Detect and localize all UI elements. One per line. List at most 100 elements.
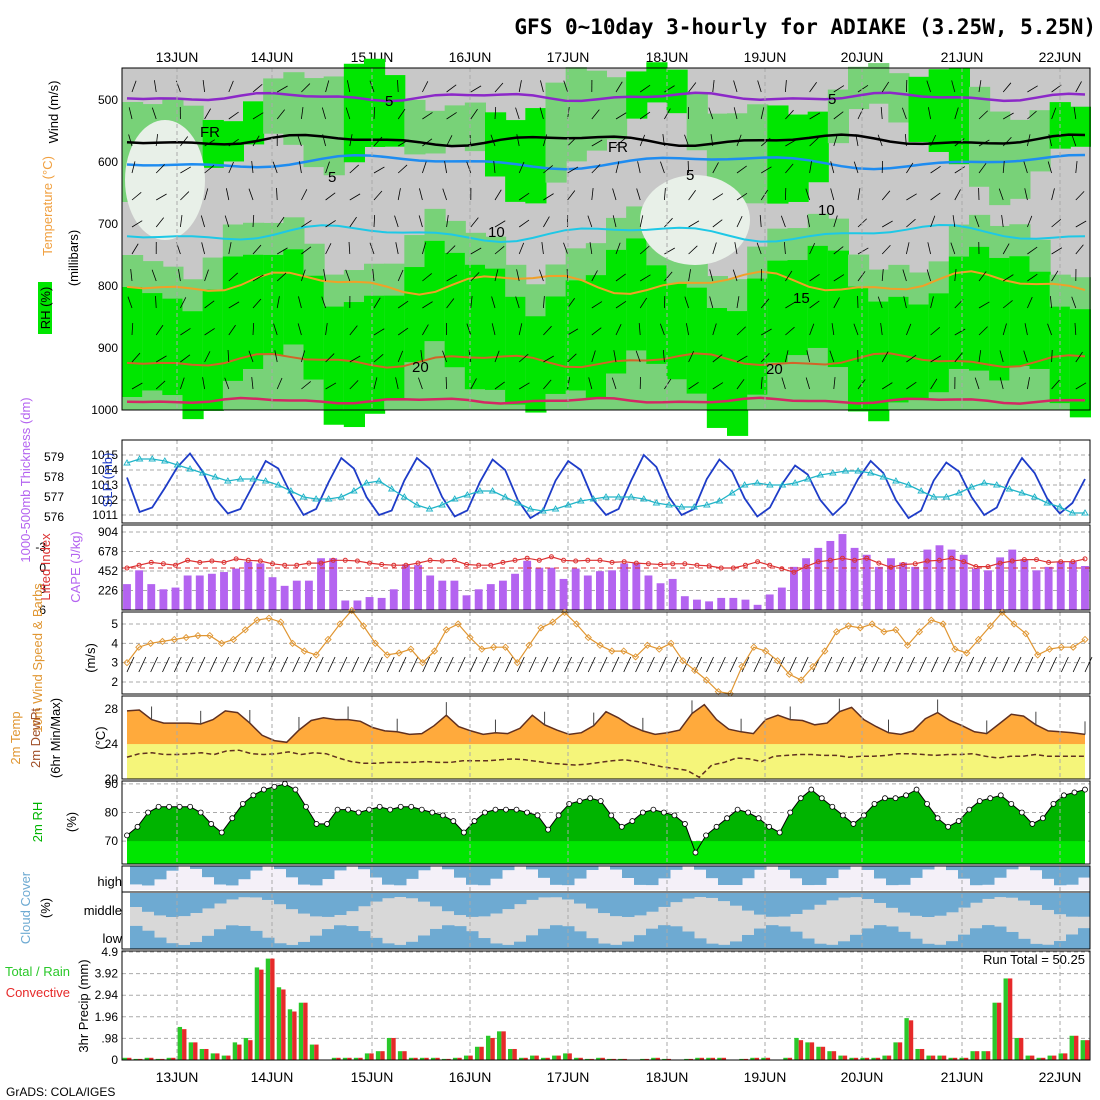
thickness-marker xyxy=(400,493,409,500)
wind-barb xyxy=(470,378,477,390)
wind-barb xyxy=(180,191,190,201)
precip-total-bar xyxy=(474,1046,480,1060)
precip-total-bar xyxy=(959,1057,964,1060)
rh-marker xyxy=(882,795,888,802)
wind-barb xyxy=(470,247,482,255)
precip-conv-bar xyxy=(1085,1040,1090,1060)
temperature-label: Temperature (°C) xyxy=(40,156,55,256)
surface-wind-barb xyxy=(824,656,833,673)
wind-marker xyxy=(821,647,829,655)
wind-barb xyxy=(926,269,931,282)
surface-wind-barb xyxy=(1084,656,1093,673)
surface-wind-barb xyxy=(1037,656,1046,673)
wind-barb xyxy=(301,381,311,390)
rh-upper-cell xyxy=(525,108,547,204)
rh-marker xyxy=(913,786,920,793)
surface-wind-barb xyxy=(990,656,998,673)
cape-bar xyxy=(996,557,1005,610)
wind-marker xyxy=(229,635,238,644)
wind-barb xyxy=(1075,244,1084,255)
freezing-level xyxy=(126,133,1086,148)
wind-barb xyxy=(611,377,617,390)
cape-bar xyxy=(1020,559,1029,610)
rh-high-cell xyxy=(303,275,325,380)
cape-bar xyxy=(135,570,144,610)
cloud-high-cell xyxy=(238,866,251,880)
lifted-marker xyxy=(912,561,918,567)
wind-barb xyxy=(325,353,335,363)
cloud-middle-cell xyxy=(238,893,251,898)
rh-high-cell xyxy=(525,316,547,413)
thickness-marker xyxy=(841,467,850,474)
wind-marker xyxy=(868,620,876,628)
precip-conv-bar xyxy=(622,1058,627,1060)
wind-marker xyxy=(1010,620,1018,628)
lifted-marker xyxy=(209,558,215,564)
wind-barb xyxy=(664,271,673,282)
dewpoint-line xyxy=(126,749,1085,779)
wind-marker xyxy=(844,622,853,630)
wind-barb xyxy=(325,220,336,228)
precip-conv-bar xyxy=(336,1057,341,1060)
surface-wind-barb xyxy=(138,656,147,673)
cloud-low-cell xyxy=(394,944,407,949)
wind-barb xyxy=(397,269,404,282)
slp-tick: 1013 xyxy=(91,478,118,492)
rh-upper-cell xyxy=(384,75,406,147)
wind-barb xyxy=(397,79,399,93)
cloud-high-cell xyxy=(334,866,347,871)
date-label-bottom: 22JUN xyxy=(1039,1069,1082,1085)
rh-upper-cell xyxy=(424,110,446,154)
precip-total-bar xyxy=(1058,1053,1063,1060)
rh-marker xyxy=(145,809,151,816)
cape-bar xyxy=(450,580,459,610)
wind-barb xyxy=(518,219,530,228)
rh-marker xyxy=(639,809,646,816)
precip-total-bar xyxy=(1003,978,1008,1060)
wind-barb xyxy=(276,272,287,282)
wind-marker xyxy=(998,608,1006,617)
wind-barb xyxy=(1073,107,1077,120)
cloud-low-cell xyxy=(1078,928,1091,949)
wind-barb xyxy=(325,161,330,174)
cape-bar xyxy=(741,599,750,610)
cloud-middle-cell xyxy=(778,893,791,917)
cloud-low-cell xyxy=(706,943,719,949)
thickness-marker xyxy=(148,455,157,462)
precip-conv-bar xyxy=(754,1057,760,1060)
wind-barb xyxy=(927,107,931,120)
surface-wind-barb xyxy=(741,656,750,673)
precip-total-bar xyxy=(530,1055,535,1060)
wind-barb xyxy=(325,192,336,201)
wind-barb xyxy=(470,85,482,93)
rh-marker xyxy=(503,806,509,813)
wind-marker xyxy=(1045,645,1054,653)
thickness-marker xyxy=(892,477,900,484)
wind-barb xyxy=(639,274,651,282)
cape-bar xyxy=(1044,566,1053,610)
precip-conv-bar xyxy=(600,1057,605,1060)
precip-total-bar xyxy=(904,1018,909,1060)
lifted-marker xyxy=(815,559,821,565)
cape-bar xyxy=(292,580,301,610)
wind-barb xyxy=(736,192,748,201)
surface-wind-barb xyxy=(623,656,632,673)
wind-barb xyxy=(881,244,891,255)
cape-bar xyxy=(462,595,471,610)
cloud-high-cell xyxy=(694,866,707,870)
wind-marker xyxy=(1057,643,1065,651)
cloud-high-label: high xyxy=(97,874,122,889)
wind-barb xyxy=(204,139,215,147)
temp2m-label: 2m Temp xyxy=(8,711,23,764)
wind-barb xyxy=(373,214,376,228)
precip-conv-bar xyxy=(457,1057,462,1060)
thickness-marker xyxy=(803,475,812,482)
lifted-marker xyxy=(451,557,457,563)
cape-bar xyxy=(777,587,786,610)
wind-marker xyxy=(773,657,782,665)
precip-conv-bar xyxy=(963,1057,969,1060)
surface-wind-barb xyxy=(315,656,324,673)
wind-barb xyxy=(978,80,982,93)
wind-marker xyxy=(490,643,498,651)
contour-label: 20 xyxy=(412,359,429,376)
